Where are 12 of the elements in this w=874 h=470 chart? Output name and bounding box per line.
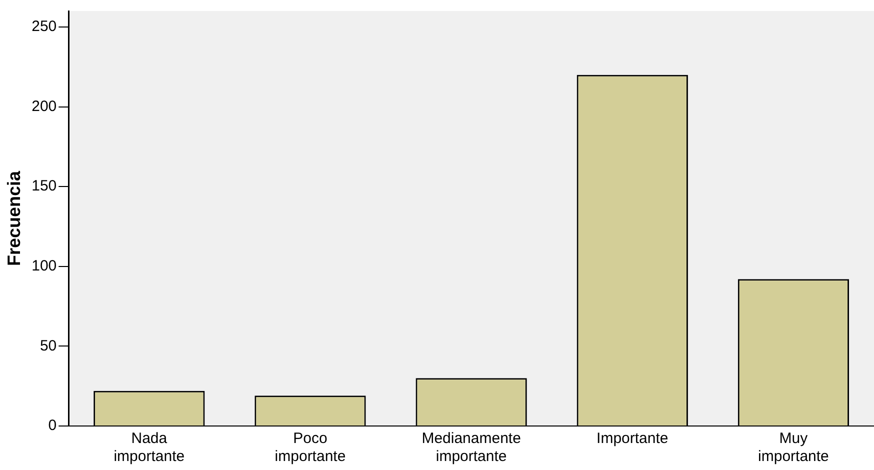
x-tick-label: Medianamente importante (422, 430, 521, 466)
y-tick-label: 250 (32, 18, 57, 36)
y-tick-label: 200 (32, 98, 57, 115)
y-tick-label: 100 (32, 258, 57, 275)
y-tick-label: 0 (48, 417, 57, 434)
x-tick-label: Nada importante (114, 430, 185, 466)
x-tick-label: Importante (596, 430, 668, 448)
y-tick-label: 150 (32, 178, 57, 195)
x-tick-label: Muy importante (758, 430, 829, 466)
y-axis-title: Frecuencia (4, 170, 24, 266)
x-tick-label: Poco importante (274, 430, 346, 466)
y-tick-label: 50 (40, 337, 57, 354)
